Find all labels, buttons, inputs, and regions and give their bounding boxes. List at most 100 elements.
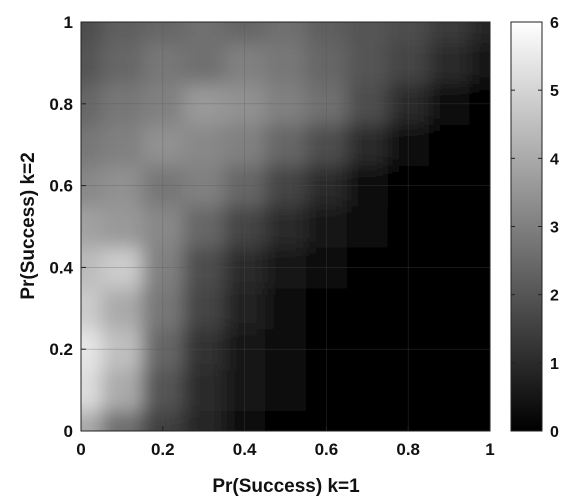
heatmap-cell: [265, 369, 307, 412]
colorbar-tick-label: 0: [550, 424, 559, 441]
heatmap-cell: [81, 246, 102, 289]
heatmap-cell: [346, 124, 389, 166]
heatmap-cell: [428, 124, 471, 166]
heatmap-cell: [224, 369, 266, 412]
heatmap-cell: [265, 165, 307, 207]
heatmap-cell: [265, 410, 307, 431]
colorbar-tick-label: 6: [550, 15, 559, 32]
heatmap-cell: [346, 42, 389, 84]
y-tick-label: 0.2: [49, 340, 73, 359]
heatmap-cell: [387, 124, 430, 166]
heatmap-cell: [142, 246, 184, 289]
heatmap-cell: [305, 328, 348, 371]
heatmap-cell: [101, 328, 143, 371]
heatmap-cell: [305, 124, 348, 166]
heatmap-cell: [469, 246, 490, 289]
heatmap-cell: [224, 287, 266, 330]
heatmap-cell: [142, 369, 184, 412]
heatmap-cell: [81, 206, 102, 248]
heatmap-cell: [346, 410, 389, 431]
colorbar-ticks: 0 1 2 3 4 5 6: [511, 15, 559, 441]
heatmap-cell: [469, 124, 490, 166]
y-tick-label: 0.4: [49, 258, 73, 277]
heatmap-cell: [101, 410, 143, 431]
heatmap-cell: [265, 287, 307, 330]
heatmap-cell: [305, 22, 348, 43]
heatmap-cell: [265, 22, 307, 43]
x-axis-title: Pr(Success) k=1: [212, 476, 360, 497]
y-tick-label: 0: [64, 422, 73, 441]
y-axis-title: Pr(Success) k=2: [18, 152, 39, 299]
heatmap-cell: [428, 410, 471, 431]
heatmap-cell: [81, 42, 102, 84]
heatmap-cell: [183, 206, 225, 248]
heatmap-cell: [346, 287, 389, 330]
heatmap-cell: [305, 206, 348, 248]
heatmap-cell: [224, 410, 266, 431]
heatmap-cell: [183, 246, 225, 289]
heatmap-cell: [224, 246, 266, 289]
heatmap-cell: [101, 165, 143, 207]
heatmap-cell: [428, 165, 471, 207]
heatmap-cell: [346, 246, 389, 289]
heatmap-cell: [101, 124, 143, 166]
heatmap-cell: [387, 287, 430, 330]
heatmap-cell: [469, 206, 490, 248]
heatmap-cell: [428, 246, 471, 289]
heatmap-cell: [81, 22, 102, 43]
heatmap-cell: [346, 369, 389, 412]
heatmap-cell: [224, 328, 266, 371]
x-tick-label: 0.4: [233, 440, 257, 459]
heatmap-cell: [387, 246, 430, 289]
heatmap-cell: [183, 369, 225, 412]
x-tick-label: 0.8: [396, 440, 420, 459]
heatmap-cell: [81, 369, 102, 412]
heatmap-cell: [81, 165, 102, 207]
heatmap-cell: [469, 328, 490, 371]
colorbar-tick-label: 4: [550, 151, 559, 168]
heatmap-cell: [469, 287, 490, 330]
heatmap-cell: [265, 328, 307, 371]
heatmap-cell: [305, 287, 348, 330]
heatmap-cell: [305, 83, 348, 125]
plot-frame: [80, 21, 491, 432]
heatmap-cell: [428, 328, 471, 371]
heatmap-cell: [387, 165, 430, 207]
heatmap-cell: [469, 410, 490, 431]
heatmap-cells: [81, 22, 490, 431]
heatmap-cell: [387, 369, 430, 412]
heatmap-cell: [142, 22, 184, 43]
heatmap-cell: [101, 83, 143, 125]
heatmap-cell: [183, 124, 225, 166]
heatmap-cell: [142, 165, 184, 207]
heatmap-cell: [265, 42, 307, 84]
heatmap-cell: [428, 369, 471, 412]
heatmap-cell: [142, 287, 184, 330]
heatmap-cell: [305, 42, 348, 84]
heatmap-cell: [387, 83, 430, 125]
colorbar-tick-label: 2: [550, 288, 559, 305]
heatmap-cell: [265, 206, 307, 248]
heatmap-cell: [101, 287, 143, 330]
heatmap-cell: [305, 410, 348, 431]
heatmap-cell: [81, 287, 102, 330]
heatmap-cell: [81, 83, 102, 125]
heatmap-cell: [81, 328, 102, 371]
heatmap-cell: [142, 83, 184, 125]
heatmap-cell: [81, 410, 102, 431]
heatmap-cell: [224, 165, 266, 207]
heatmap-cell: [224, 206, 266, 248]
heatmap-cell: [81, 124, 102, 166]
heatmap-cell: [142, 124, 184, 166]
y-tick-label: 0.8: [49, 95, 73, 114]
heatmap-cell: [428, 22, 471, 43]
heatmap-cell: [183, 83, 225, 125]
heatmap-cell: [469, 369, 490, 412]
heatmap-cell: [183, 22, 225, 43]
heatmap-cell: [387, 206, 430, 248]
heatmap-cell: [265, 246, 307, 289]
x-tick-label: 0: [76, 440, 85, 459]
heatmap-cell: [346, 83, 389, 125]
heatmap-cell: [469, 165, 490, 207]
